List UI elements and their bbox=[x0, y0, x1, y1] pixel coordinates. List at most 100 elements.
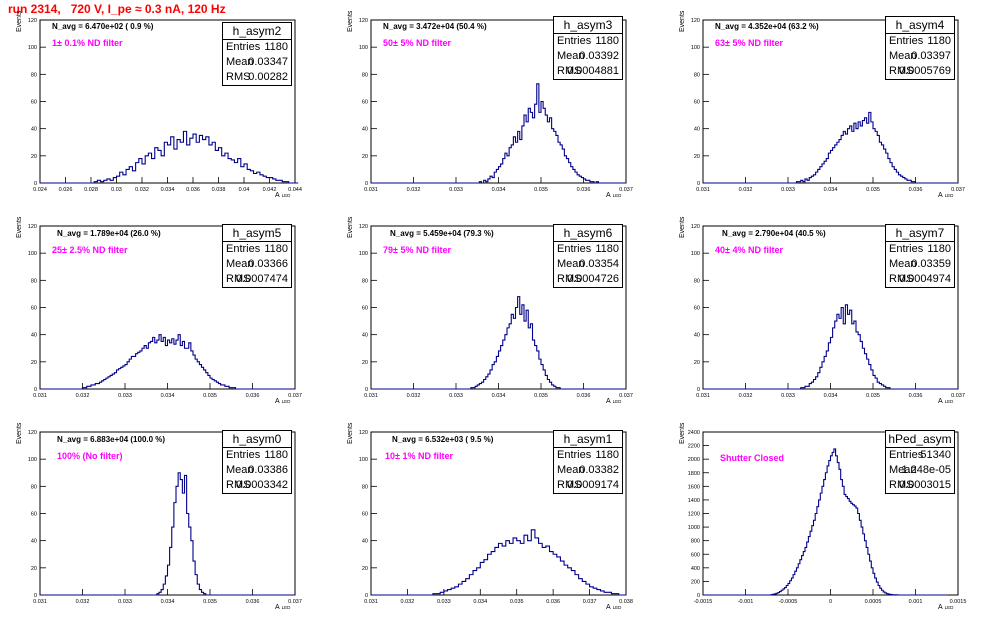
stats-key: Mean bbox=[889, 258, 917, 270]
histogram-line bbox=[371, 296, 626, 390]
stats-key: RMS bbox=[557, 273, 582, 285]
y-tick-label: 120 bbox=[359, 18, 368, 24]
histogram-h_asym7: 0 20 40 60 80 100 120 0.031 0.032 0.033 0.034 0.035… bbox=[691, 224, 965, 399]
y-tick-label: 100 bbox=[359, 457, 368, 463]
stats-row: Mean 0.03392 bbox=[554, 49, 622, 64]
x-tick-label: 0.0015 bbox=[950, 599, 967, 605]
stats-value: 1180 bbox=[264, 449, 288, 461]
y-tick-label: 60 bbox=[31, 306, 37, 312]
y-tick-label: 100 bbox=[359, 45, 368, 51]
x-tick-label: 0.034 bbox=[492, 393, 506, 399]
histogram-h_asym3: 0 20 40 60 80 100 120 0.031 0.032 0.033 0.034 0.035… bbox=[359, 18, 633, 193]
stats-row: RMS 0.0004881 bbox=[554, 64, 622, 79]
x-tick-label: 0.032 bbox=[739, 393, 753, 399]
stats-value: 0.0005769 bbox=[899, 65, 951, 77]
stats-value: 0.0003342 bbox=[236, 479, 288, 491]
stats-row: Mean 0.03386 bbox=[223, 463, 291, 478]
x-tick-label: 0.0005 bbox=[865, 599, 882, 605]
histogram-line bbox=[371, 529, 626, 596]
histogram-name: h_asym2 bbox=[223, 23, 291, 40]
stats-row: Mean 1.248e-05 bbox=[886, 463, 954, 478]
stats-value: 0.03392 bbox=[579, 50, 619, 62]
x-tick-label: 0.038 bbox=[619, 599, 633, 605]
x-tick-label: -0.0005 bbox=[779, 599, 798, 605]
x-axis-title: A LED bbox=[938, 192, 954, 199]
y-tick-label: 80 bbox=[31, 72, 37, 78]
histogram-line bbox=[703, 304, 958, 390]
x-axis-title: A LED bbox=[606, 192, 622, 199]
filter-label: 79± 5% ND filter bbox=[383, 245, 451, 255]
stats-key: Entries bbox=[557, 35, 592, 47]
stats-row: Entries 1180 bbox=[554, 448, 622, 463]
y-tick-label: 0 bbox=[697, 181, 700, 187]
x-tick-label: 0.031 bbox=[364, 187, 378, 193]
x-axis-title-subscript: LED bbox=[612, 399, 622, 404]
x-tick-label: 0.032 bbox=[407, 187, 421, 193]
histogram-name: h_asym3 bbox=[554, 17, 622, 34]
x-axis-title-subscript: LED bbox=[612, 193, 622, 198]
y-axis-title: Events bbox=[347, 216, 354, 238]
stats-value: 0.03354 bbox=[579, 258, 619, 270]
y-tick-label: 0 bbox=[697, 593, 700, 599]
y-tick-label: 0 bbox=[697, 387, 700, 393]
y-axis-title: Events bbox=[347, 422, 354, 444]
y-tick-label: 80 bbox=[31, 278, 37, 284]
stats-key: Entries bbox=[226, 243, 261, 255]
y-tick-label: 0 bbox=[365, 387, 368, 393]
x-tick-label: 0.04 bbox=[239, 187, 250, 193]
stats-key: Mean bbox=[557, 464, 585, 476]
navg-label: N_avg = 2.790e+04 (40.5 %) bbox=[722, 229, 826, 238]
x-axis-title: A LED bbox=[606, 398, 622, 405]
x-tick-label: 0.031 bbox=[33, 393, 47, 399]
histogram-h_asym4: 0 20 40 60 80 100 120 0.031 0.032 0.033 0.034 0.035… bbox=[691, 18, 965, 193]
stats-row: RMS 0.00282 bbox=[223, 70, 291, 85]
filter-label: 40± 4% ND filter bbox=[715, 245, 783, 255]
y-tick-label: 100 bbox=[359, 251, 368, 257]
stats-key: Entries bbox=[889, 243, 924, 255]
navg-label: N_avg = 3.472e+04 (50.4 %) bbox=[383, 22, 487, 31]
stats-row: Mean 0.03354 bbox=[554, 257, 622, 272]
x-tick-label: 0.037 bbox=[951, 187, 965, 193]
x-tick-label: 0.033 bbox=[449, 187, 463, 193]
stats-key: RMS bbox=[226, 273, 251, 285]
x-axis-title-subscript: LED bbox=[612, 605, 622, 610]
x-tick-label: 0.032 bbox=[407, 393, 421, 399]
x-tick-label: 0.035 bbox=[866, 393, 880, 399]
x-tick-label: 0.038 bbox=[212, 187, 226, 193]
x-tick-label: 0.033 bbox=[437, 599, 451, 605]
stats-value: 1180 bbox=[264, 41, 288, 53]
y-axis-title: Events bbox=[16, 422, 23, 444]
stats-box: h_asym4 Entries 1180 Mean 0.03397 RMS 0.000576… bbox=[885, 16, 955, 80]
x-tick-label: 0.037 bbox=[951, 393, 965, 399]
stats-value: 51340 bbox=[920, 449, 951, 461]
stats-row: Entries 1180 bbox=[554, 242, 622, 257]
y-tick-label: 20 bbox=[362, 360, 368, 366]
histogram-name: h_asym6 bbox=[554, 225, 622, 242]
stats-key: RMS bbox=[889, 479, 914, 491]
y-tick-label: 0 bbox=[365, 181, 368, 187]
x-tick-label: 0.034 bbox=[492, 187, 506, 193]
stats-value: 1180 bbox=[927, 35, 951, 47]
stats-key: Mean bbox=[226, 258, 254, 270]
stats-value: 0.03359 bbox=[911, 258, 951, 270]
y-tick-label: 60 bbox=[31, 100, 37, 106]
histogram-name: h_asym4 bbox=[886, 17, 954, 34]
x-tick-label: 0.032 bbox=[76, 393, 90, 399]
y-tick-label: 60 bbox=[362, 306, 368, 312]
y-tick-label: 40 bbox=[362, 333, 368, 339]
x-tick-label: 0.034 bbox=[161, 599, 175, 605]
x-axis-title: A LED bbox=[275, 192, 291, 199]
y-axis-title: Events bbox=[347, 10, 354, 32]
x-tick-label: 0.031 bbox=[696, 187, 710, 193]
x-tick-label: 0.031 bbox=[364, 599, 378, 605]
x-tick-label: 0.036 bbox=[546, 599, 560, 605]
y-axis-title: Events bbox=[16, 10, 23, 32]
y-tick-label: 120 bbox=[691, 224, 700, 230]
navg-label: N_avg = 1.789e+04 (26.0 %) bbox=[57, 229, 161, 238]
x-tick-label: 0.036 bbox=[909, 393, 923, 399]
x-tick-label: 0.032 bbox=[401, 599, 415, 605]
stats-key: Mean bbox=[889, 50, 917, 62]
x-tick-label: 0.036 bbox=[577, 187, 591, 193]
x-tick-label: 0.034 bbox=[824, 393, 838, 399]
x-tick-label: 0.036 bbox=[909, 187, 923, 193]
